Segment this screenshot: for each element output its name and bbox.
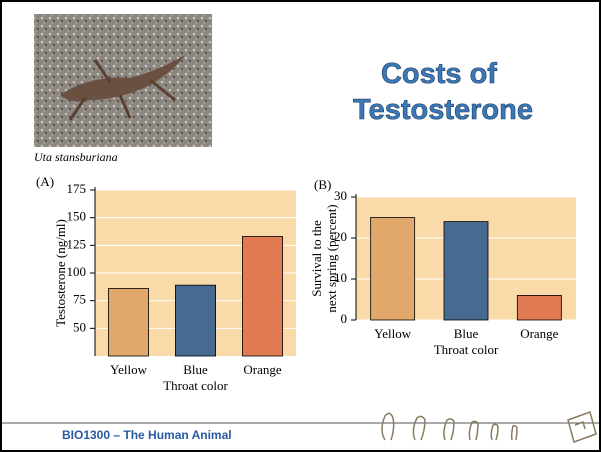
bar <box>516 294 562 321</box>
evolution-icons <box>381 411 597 443</box>
y-tick-label: 50 <box>73 319 86 334</box>
x-tick-label: Orange <box>243 362 281 377</box>
title-line: Costs of <box>381 58 497 90</box>
y-tick-label: 75 <box>73 292 86 307</box>
panel-label: (B) <box>314 177 331 192</box>
bar <box>443 221 489 321</box>
photo-caption: Uta stansburiana <box>34 150 118 164</box>
x-tick-label: Yellow <box>110 362 148 377</box>
x-tick-label: Orange <box>520 326 558 341</box>
y-axis-label: next spring (percent) <box>324 204 339 312</box>
bar <box>370 217 416 321</box>
y-axis-label: Testosterone (ng/ml) <box>53 219 68 327</box>
x-axis-label: Throat color <box>163 378 228 393</box>
bar <box>241 236 283 357</box>
bar <box>174 284 216 357</box>
panel-label: (A) <box>36 174 54 189</box>
y-tick-label: 175 <box>67 181 87 196</box>
footer-text: BIO1300 – The Human Animal <box>62 428 232 442</box>
y-tick-label: 100 <box>67 264 87 279</box>
y-tick-label: 20 <box>334 229 347 244</box>
y-tick-label: 10 <box>334 270 347 285</box>
x-tick-label: Blue <box>454 326 479 341</box>
y-tick-label: 150 <box>67 209 87 224</box>
y-tick-label: 125 <box>67 236 87 251</box>
x-axis-label: Throat color <box>434 342 499 357</box>
x-tick-label: Yellow <box>374 326 412 341</box>
y-tick-label: 0 <box>341 311 348 326</box>
lizard-photo <box>34 14 212 147</box>
slide-title: Costs of Testosterone <box>353 58 533 126</box>
bar <box>108 288 150 357</box>
x-tick-label: Blue <box>183 362 208 377</box>
y-tick-label: 30 <box>334 188 347 203</box>
y-axis-label: Survival to the <box>309 220 324 297</box>
title-line: Testosterone <box>353 94 533 126</box>
